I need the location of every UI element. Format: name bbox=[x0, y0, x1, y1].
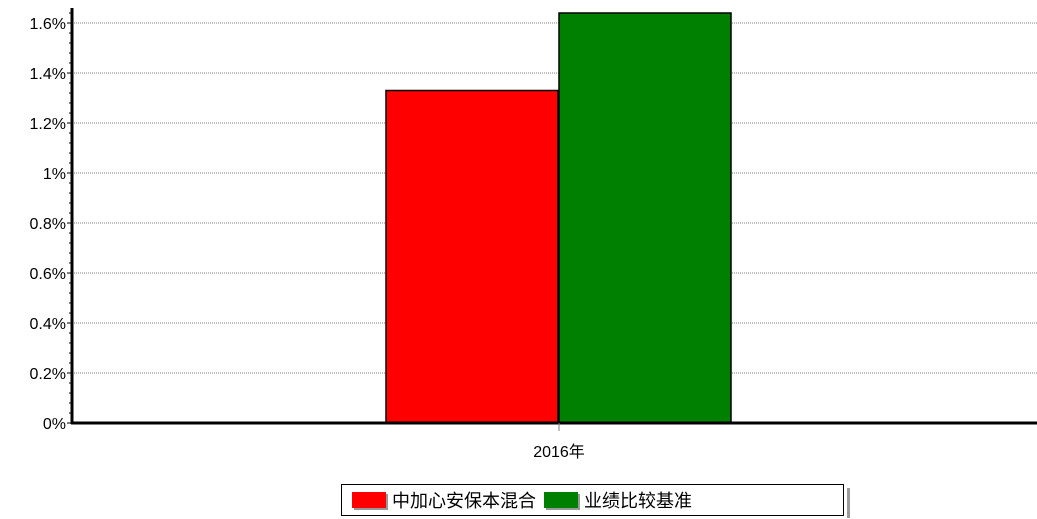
y-tick-label: 1.4% bbox=[30, 66, 66, 83]
bar-chart: 0% 0.2% 0.4% 0.6% 0.8% 1% 1.2% 1.4% 1.6% 2016年 bbox=[30, 8, 1037, 461]
y-tick-label: 0% bbox=[43, 416, 66, 433]
axes bbox=[67, 8, 1037, 431]
x-tick-label: 2016年 bbox=[533, 443, 585, 461]
y-tick-label: 1.2% bbox=[30, 116, 66, 133]
y-tick-label: 0.2% bbox=[30, 366, 66, 383]
legend-item-benchmark: 业绩比较基准 bbox=[544, 487, 692, 513]
legend-label-fund: 中加心安保本混合 bbox=[392, 491, 536, 512]
y-tick-label: 0.8% bbox=[30, 216, 66, 233]
bar-benchmark bbox=[558, 12, 732, 424]
y-tick-label: 0.4% bbox=[30, 316, 66, 333]
legend-item-fund: 中加心安保本混合 bbox=[352, 487, 536, 513]
y-tick-label: 1.6% bbox=[30, 16, 66, 33]
y-tick-label: 1% bbox=[43, 166, 66, 183]
legend: 中加心安保本混合 业绩比较基准 bbox=[341, 484, 850, 518]
bars bbox=[385, 12, 732, 424]
legend-swatch-fund bbox=[352, 492, 386, 508]
legend-label-benchmark: 业绩比较基准 bbox=[584, 491, 692, 512]
y-tick-label: 0.6% bbox=[30, 266, 66, 283]
y-tick-labels: 0% 0.2% 0.4% 0.6% 0.8% 1% 1.2% 1.4% 1.6% bbox=[30, 16, 66, 433]
legend-swatch-benchmark bbox=[544, 492, 578, 508]
bar-fund bbox=[385, 89, 559, 424]
x-tick-labels: 2016年 bbox=[533, 443, 585, 461]
